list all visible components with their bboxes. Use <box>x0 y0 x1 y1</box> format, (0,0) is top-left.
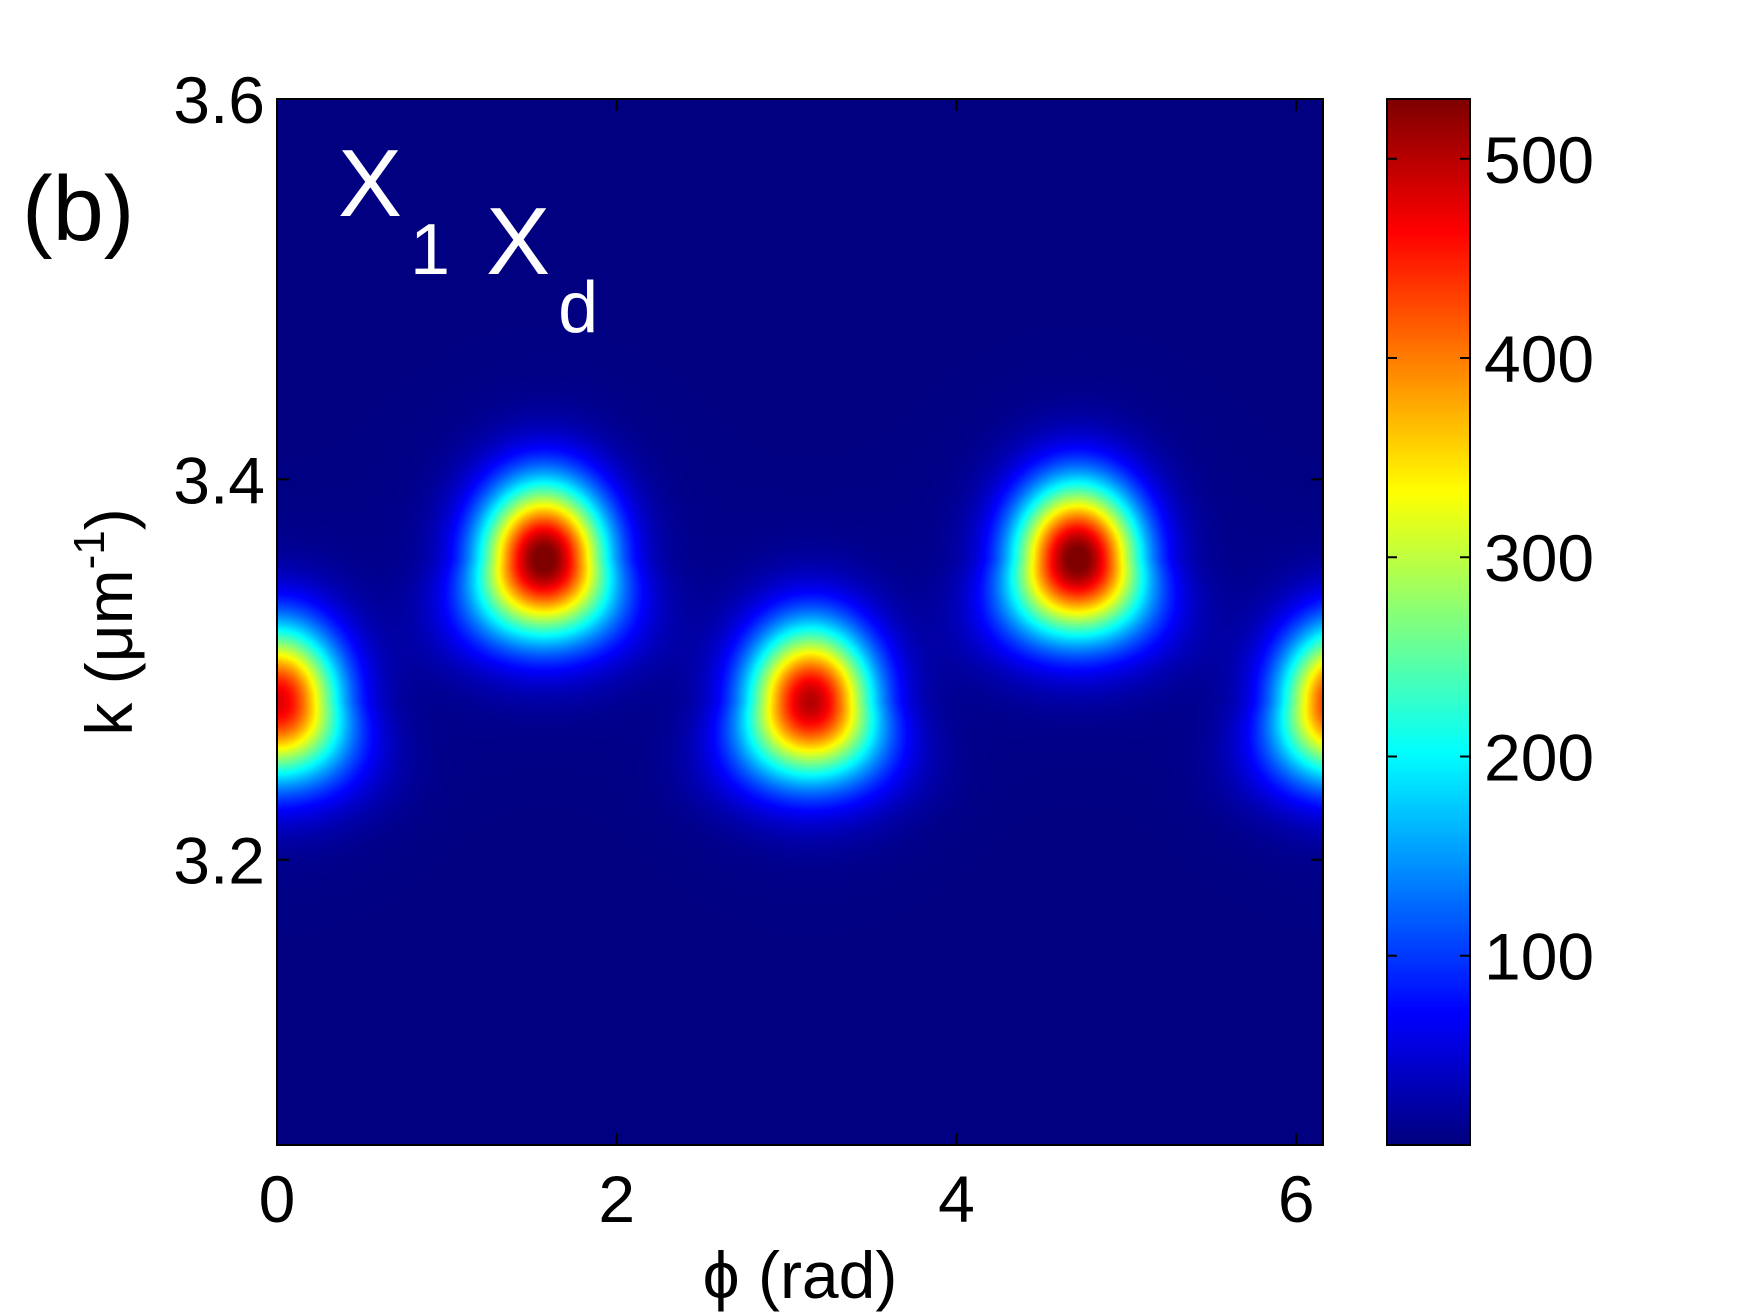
y-axis-label-superscript: -1 <box>65 530 114 569</box>
y-axis-label-text: k (μm <box>72 569 146 735</box>
annotation-subscript: 1 <box>410 210 450 290</box>
heatmap-plot-area <box>277 99 1323 1145</box>
annotation-symbol: X <box>338 130 402 237</box>
x-tick-label: 0 <box>259 1162 296 1236</box>
x-tick-label: 2 <box>598 1162 635 1236</box>
x-axis-ticks: 0 2 4 6 <box>259 99 1315 1236</box>
colorbar-tick-label: 100 <box>1484 920 1594 994</box>
colorbar-tick-label: 300 <box>1484 521 1594 595</box>
colorbar-tick-label: 200 <box>1484 720 1594 794</box>
colorbar-ticks: 100 200 300 400 500 <box>1387 123 1594 994</box>
plot-annotation: X1 Xd <box>338 130 598 348</box>
x-tick-label: 4 <box>938 1162 975 1236</box>
panel-label: (b) <box>22 158 134 260</box>
colorbar-tick-label: 500 <box>1484 123 1594 197</box>
colorbar-tick-label: 400 <box>1484 322 1594 396</box>
x-axis-label: ϕ (rad) <box>703 1238 898 1312</box>
colorbar-frame <box>1386 98 1471 1146</box>
y-axis-ticks: 3.2 3.4 3.6 <box>173 63 1323 898</box>
annotation-subscript: d <box>558 268 598 348</box>
annotation-symbol: X <box>486 188 550 295</box>
y-tick-label: 3.6 <box>173 63 265 137</box>
colorbar-gradient <box>1387 99 1470 1145</box>
y-tick-label: 3.4 <box>173 443 265 517</box>
y-axis-label-close: ) <box>72 508 146 530</box>
x-tick-label: 6 <box>1278 1162 1315 1236</box>
y-tick-label: 3.2 <box>173 824 265 898</box>
plot-frame <box>276 98 1324 1146</box>
heatmap-image <box>277 99 1323 1145</box>
y-axis-label: k (μm-1) <box>65 508 146 735</box>
